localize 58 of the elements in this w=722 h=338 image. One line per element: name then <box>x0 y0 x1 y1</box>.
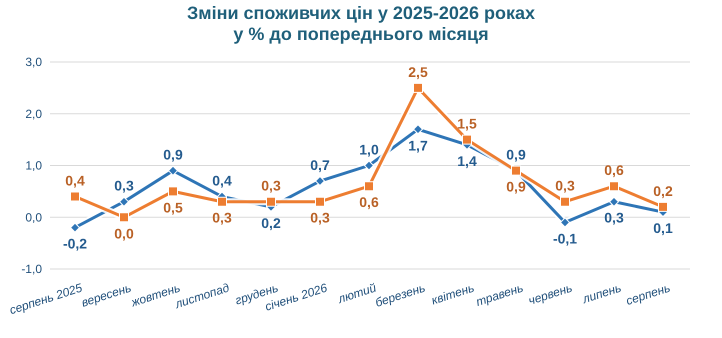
point <box>315 196 325 207</box>
point <box>168 166 178 176</box>
data-label: 0,2 <box>261 214 281 231</box>
x-tick-label: травень <box>474 280 525 309</box>
point <box>413 82 423 93</box>
x-tick-label: серпень <box>624 280 672 308</box>
data-label: 1,0 <box>359 142 379 158</box>
y-tick-label: 3,0 <box>25 55 42 69</box>
point <box>560 196 570 207</box>
data-label: 0,4 <box>212 172 232 189</box>
data-label: 1,4 <box>457 152 477 169</box>
point <box>70 222 80 233</box>
data-label: 0,3 <box>212 210 232 226</box>
data-label: -0,1 <box>552 230 578 246</box>
point <box>364 181 374 192</box>
data-label: 0,4 <box>65 172 85 189</box>
y-tick-label: -1,0 <box>21 262 42 276</box>
data-label: 0,3 <box>261 178 281 194</box>
point <box>560 217 570 228</box>
data-label: 0,9 <box>163 146 183 163</box>
point <box>119 196 129 207</box>
point <box>217 196 227 207</box>
point <box>364 160 374 170</box>
point <box>70 192 80 202</box>
data-label: 0,3 <box>555 178 575 194</box>
data-label: 0,0 <box>114 225 134 242</box>
data-label: 0,3 <box>604 210 624 226</box>
chart-subtitle: у % до попереднього місяця <box>233 24 489 44</box>
x-tick-label: липень <box>580 280 623 306</box>
data-label: 1,7 <box>408 137 428 154</box>
data-label: 0,9 <box>506 178 526 195</box>
data-label: 0,9 <box>506 146 526 163</box>
point <box>315 176 325 186</box>
point <box>413 124 423 134</box>
chart-title: Зміни споживчих цін у 2025-2026 роках <box>187 3 535 23</box>
point <box>462 134 472 145</box>
data-label: 0,7 <box>310 157 330 174</box>
data-label: 0,1 <box>653 220 673 236</box>
point <box>168 186 178 196</box>
data-label: 0,3 <box>310 210 330 226</box>
point <box>658 202 668 212</box>
y-tick-label: 0,0 <box>25 210 42 224</box>
data-label: -0,2 <box>62 236 88 252</box>
y-tick-label: 1,0 <box>25 158 42 172</box>
data-label: 0,3 <box>114 178 134 194</box>
point <box>609 196 619 207</box>
y-tick-label: 2,0 <box>25 106 42 121</box>
point <box>609 181 619 192</box>
point <box>119 212 129 222</box>
data-label: 0,6 <box>359 194 379 210</box>
data-label: 0,2 <box>653 182 673 199</box>
data-label: 0,5 <box>163 199 183 216</box>
x-tick-label: червень <box>526 280 574 308</box>
point <box>266 196 276 207</box>
x-tick-label: квітень <box>430 280 476 308</box>
data-label: 2,5 <box>408 64 428 80</box>
data-label: 1,5 <box>457 116 477 132</box>
data-label: 0,6 <box>604 162 624 178</box>
